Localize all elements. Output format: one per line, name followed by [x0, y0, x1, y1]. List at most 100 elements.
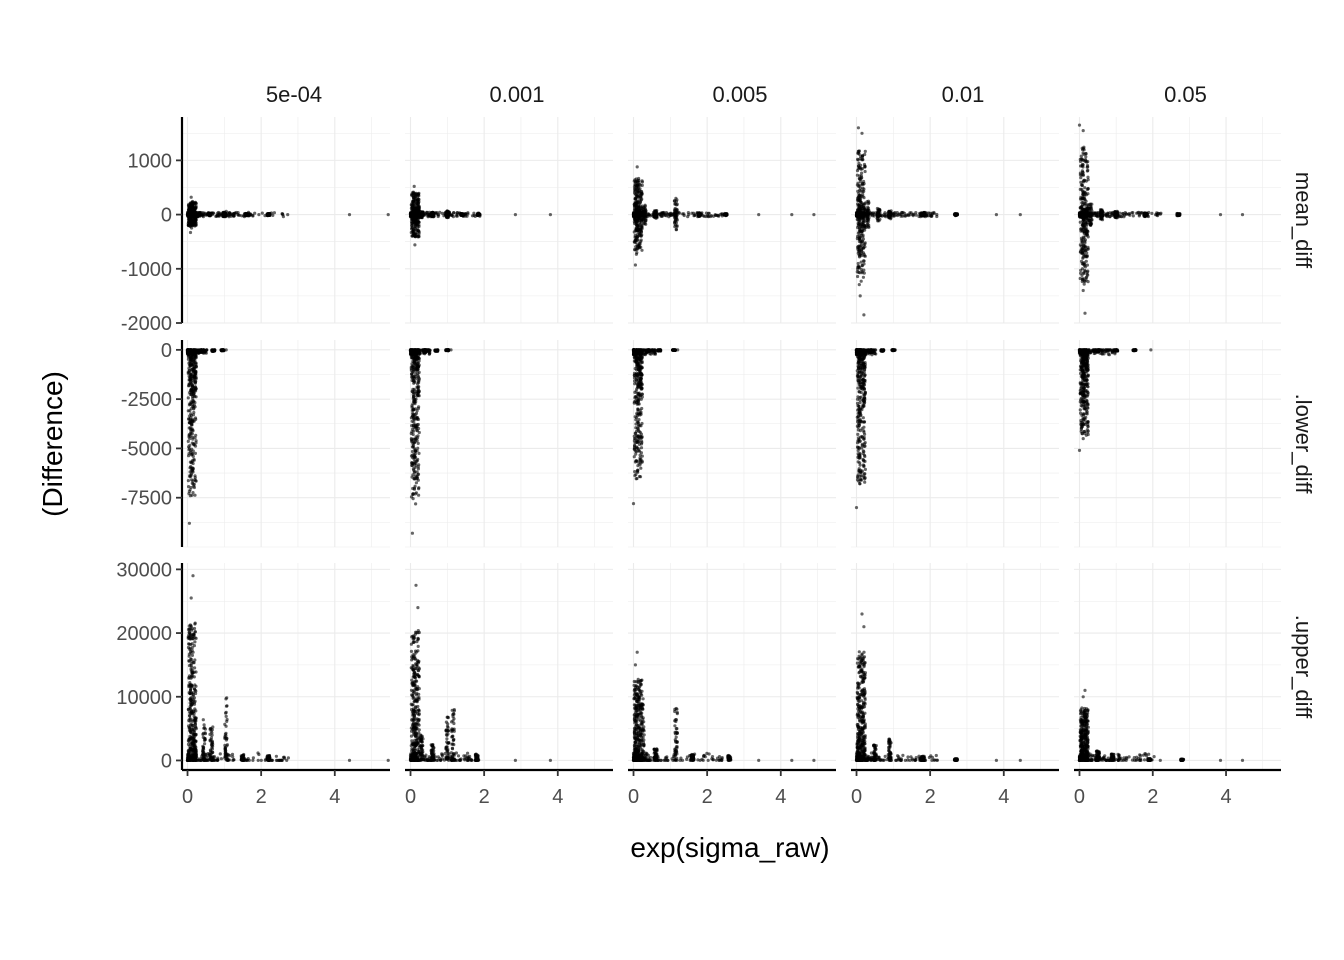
data-point-mean-diff-0-005 [711, 214, 716, 218]
data-point-mean-diff-0-01 [860, 208, 864, 212]
data-point-mean-diff-0-05 [1158, 212, 1162, 216]
data-point-lower-diff-0-001 [415, 367, 419, 371]
data-point-mean-diff-0-005 [640, 192, 644, 197]
data-point-mean-diff-0-01 [857, 255, 862, 259]
data-point-mean-diff-0-001 [436, 214, 440, 219]
data-point-lower-diff-5e-04 [202, 348, 206, 352]
data-point-mean-diff-0-005 [812, 213, 816, 217]
data-point-mean-diff-0-05 [1081, 148, 1085, 152]
data-point-mean-diff-0-01 [858, 188, 862, 192]
data-point-mean-diff-0-05 [1081, 256, 1085, 260]
data-point-lower-diff-5e-04 [193, 493, 197, 497]
data-point-mean-diff-5e-04 [188, 217, 192, 221]
data-point-lower-diff-5e-04 [189, 466, 193, 470]
data-point-mean-diff-0-05 [1081, 180, 1085, 184]
data-point-lower-diff-0-001 [417, 430, 421, 435]
data-point-mean-diff-0-01 [862, 243, 866, 247]
data-point-lower-diff-0-001 [415, 362, 419, 366]
data-point-mean-diff-5e-04 [227, 211, 232, 215]
data-point-mean-diff-0-05 [1078, 276, 1082, 281]
data-point-mean-diff-5e-04 [188, 207, 192, 211]
points-layer [185, 123, 1245, 763]
data-point-mean-diff-0-05 [1081, 288, 1085, 293]
data-point-mean-diff-0-005 [633, 263, 638, 267]
data-point-mean-diff-0-05 [1082, 152, 1086, 156]
data-point-mean-diff-0-05 [1079, 154, 1083, 158]
data-point-mean-diff-0-05 [1122, 213, 1127, 217]
data-point-lower-diff-5e-04 [194, 387, 198, 391]
data-point-mean-diff-5e-04 [271, 213, 275, 217]
data-point-mean-diff-0-05 [1086, 192, 1090, 196]
data-point-mean-diff-0-001 [413, 226, 417, 230]
data-point-mean-diff-0-005 [636, 206, 641, 210]
data-point-mean-diff-0-05 [1081, 165, 1085, 169]
data-point-lower-diff-0-001 [412, 455, 416, 459]
data-point-mean-diff-0-05 [1081, 211, 1085, 215]
data-point-mean-diff-0-01 [859, 233, 863, 237]
data-point-mean-diff-0-01 [914, 211, 918, 215]
data-point-lower-diff-0-001 [410, 531, 414, 535]
data-point-mean-diff-0-05 [1082, 261, 1086, 265]
data-point-mean-diff-0-05 [1115, 210, 1119, 214]
data-point-mean-diff-0-005 [635, 246, 639, 250]
data-point-lower-diff-5e-04 [187, 448, 191, 452]
data-point-mean-diff-0-01 [994, 213, 999, 217]
data-point-mean-diff-0-01 [862, 313, 866, 317]
data-point-mean-diff-0-005 [635, 183, 639, 187]
data-point-lower-diff-0-001 [412, 468, 416, 472]
data-point-lower-diff-5e-04 [191, 429, 195, 433]
data-point-mean-diff-0-05 [1095, 212, 1099, 216]
data-point-lower-diff-0-001 [422, 350, 426, 354]
data-point-mean-diff-0-005 [636, 209, 640, 213]
data-point-mean-diff-0-01 [883, 211, 887, 215]
data-point-mean-diff-0-005 [637, 176, 641, 181]
data-point-mean-diff-0-01 [863, 152, 867, 157]
data-point-mean-diff-0-005 [640, 190, 644, 194]
data-point-mean-diff-0-001 [411, 230, 415, 234]
data-point-mean-diff-0-005 [635, 238, 639, 242]
data-point-mean-diff-0-05 [1119, 215, 1124, 219]
data-point-mean-diff-0-01 [862, 252, 866, 257]
data-point-mean-diff-0-05 [1090, 218, 1094, 222]
data-point-mean-diff-0-005 [674, 228, 678, 232]
data-point-lower-diff-0-001 [411, 432, 415, 437]
data-point-lower-diff-0-001 [412, 381, 416, 385]
data-point-mean-diff-0-01 [865, 223, 869, 227]
data-point-mean-diff-0-001 [417, 207, 421, 211]
data-point-mean-diff-0-001 [472, 213, 476, 217]
data-point-lower-diff-5e-04 [224, 348, 228, 352]
data-point-mean-diff-0-005 [635, 188, 639, 192]
data-point-lower-diff-5e-04 [192, 361, 196, 365]
data-point-mean-diff-0-01 [858, 238, 862, 242]
data-point-mean-diff-0-001 [426, 212, 430, 216]
data-point-mean-diff-0-005 [725, 213, 729, 217]
data-point-mean-diff-0-05 [1081, 235, 1086, 239]
data-point-mean-diff-0-001 [421, 210, 425, 214]
data-point-mean-diff-0-001 [440, 211, 445, 215]
data-point-mean-diff-0-01 [857, 228, 862, 232]
data-point-lower-diff-5e-04 [220, 349, 224, 353]
data-point-mean-diff-0-05 [1082, 245, 1086, 249]
data-point-mean-diff-0-05 [1080, 201, 1084, 205]
data-point-mean-diff-0-001 [410, 224, 414, 228]
data-point-mean-diff-0-05 [1135, 211, 1139, 215]
data-point-mean-diff-5e-04 [188, 230, 193, 235]
data-point-mean-diff-0-01 [877, 214, 882, 218]
data-point-mean-diff-0-005 [674, 213, 678, 217]
data-point-lower-diff-0-001 [413, 449, 417, 453]
data-point-lower-diff-5e-04 [210, 348, 214, 352]
data-point-lower-diff-5e-04 [194, 441, 198, 445]
data-point-mean-diff-0-005 [636, 218, 640, 222]
data-point-mean-diff-0-05 [1089, 213, 1093, 218]
data-point-mean-diff-0-01 [895, 211, 899, 215]
data-point-lower-diff-5e-04 [189, 373, 193, 377]
data-point-lower-diff-5e-04 [187, 521, 191, 525]
data-point-mean-diff-0-005 [704, 214, 708, 219]
data-point-lower-diff-0-001 [417, 493, 421, 497]
grid-layer [182, 117, 1281, 770]
data-point-mean-diff-0-01 [856, 126, 861, 130]
data-point-lower-diff-0-001 [412, 387, 416, 391]
data-point-mean-diff-5e-04 [257, 213, 261, 217]
